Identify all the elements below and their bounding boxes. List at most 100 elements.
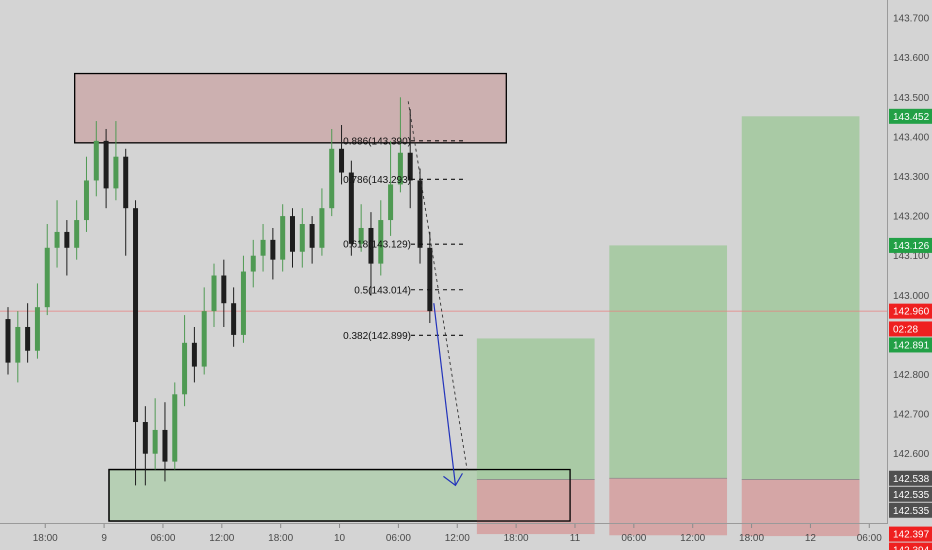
candle-body [133,208,139,423]
price-tag-box [889,486,932,502]
price-tag: 142.960 [889,303,932,319]
candle [64,220,70,276]
time-tick-label: 10 [334,533,346,544]
time-tick-label: 06:00 [857,533,882,544]
price-tag-label: 142.960 [893,307,930,318]
demand-zone-outline [108,468,571,522]
candle [182,315,188,407]
candle [427,231,433,324]
time-tick-label: 18:00 [739,533,764,544]
fib-level-0.618[interactable]: 0.618(143.129) [343,240,466,251]
price-tag-box [889,303,932,319]
candle [74,200,80,260]
time-tick-label: 06:00 [386,533,411,544]
candle [83,156,89,232]
fib-level-label: 0.382(142.899) [343,331,411,342]
candle-body [172,394,178,462]
time-tick-label: 18:00 [268,533,293,544]
price-tick-label: 143.200 [893,212,930,223]
candle-body [44,247,50,308]
candle [339,125,345,185]
fib-level-label: 0.5(143.014) [354,285,411,296]
price-tag-box [889,502,932,518]
candle-body [388,184,394,221]
supply-zone-box[interactable] [74,72,507,144]
candle [417,168,423,264]
time-tick-label: 06:00 [621,533,646,544]
candle [270,227,276,280]
candle-body [191,342,197,367]
fib-level-label: 0.618(143.129) [343,240,411,251]
fib-level-label: 0.886(143.390) [343,136,411,147]
candle-body [54,231,60,248]
price-tick-label: 143.400 [893,132,930,143]
position-3-profit-zone[interactable] [741,116,860,480]
time-tick-label: 18:00 [504,533,529,544]
time-tick-label: 12:00 [445,533,470,544]
candle-body [152,429,158,454]
candle [34,283,40,359]
candle-body [211,275,217,312]
candle [113,121,119,201]
price-tag: 143.452 [889,108,932,124]
candle [201,287,207,375]
time-tick-label: 9 [101,533,107,544]
fib-retracement-layer[interactable]: 0.886(143.390) 0.786(143.293) 0.618(143.12… [343,136,466,342]
candle [397,97,403,193]
price-tags-layer: 143.452 143.126 142.960 02:28 142.891 142.538… [889,108,932,550]
position-1-loss-zone[interactable] [476,479,595,535]
candle-body [142,422,148,454]
price-tag-label: 142.394 [893,546,930,550]
candle-body [93,140,99,181]
position-3-loss-zone[interactable] [741,479,860,537]
candle [142,406,148,486]
candle-body [299,224,305,252]
candle [162,402,168,482]
price-axis[interactable]: 143.700 143.600 143.500 143.400 143.300 143.2… [893,14,930,461]
candle-body [427,247,433,312]
candle-body [34,307,40,351]
time-tick-label: 18:00 [33,533,58,544]
candle-body [339,148,345,173]
fib-level-0.886[interactable]: 0.886(143.390) [343,136,466,147]
candle [240,255,246,343]
price-tag-box [889,526,932,542]
candle-body [25,326,31,351]
candle-body [231,303,237,335]
candle [133,200,139,486]
price-tag-box [889,470,932,486]
price-tag-box [889,321,932,337]
candle-body [113,156,119,189]
candle [211,263,217,327]
fib-level-0.5[interactable]: 0.5(143.014) [354,285,466,296]
position-2-profit-zone[interactable] [609,245,728,479]
candle [358,204,364,252]
price-tag-label: 142.397 [893,530,930,541]
candle [25,303,31,363]
fib-level-0.382[interactable]: 0.382(142.899) [343,331,466,342]
candle [309,216,315,264]
time-axis[interactable]: 18:00 9 06:00 12:00 18:00 10 06:00 12:00 18:00 11… [33,524,883,544]
position-2-loss-zone[interactable] [609,478,728,536]
candle-body [250,255,256,272]
time-tick-label: 11 [570,533,581,544]
price-tag-box [889,337,932,353]
candle-body [83,180,89,221]
fib-level-0.786[interactable]: 0.786(143.293) [343,175,466,186]
position-1-profit-zone[interactable] [476,338,595,480]
time-tick-label: 12:00 [209,533,234,544]
candle [319,188,325,256]
price-tag-label: 02:28 [893,324,918,335]
candle [407,109,413,209]
candle [93,121,99,197]
price-tag: 142.394 [889,542,932,550]
fib-level-label: 0.786(143.293) [343,175,411,186]
price-tick-label: 143.500 [893,93,930,104]
candle [250,239,256,288]
price-tag: 142.535 [889,502,932,518]
projection-arrow-line [433,303,457,486]
price-tag-label: 142.535 [893,490,930,501]
candle-body [123,156,129,209]
candle-body [221,275,227,304]
